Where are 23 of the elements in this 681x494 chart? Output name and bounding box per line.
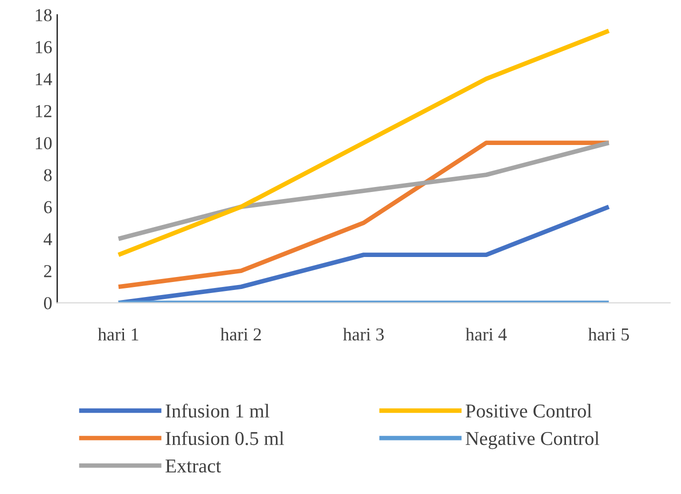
y-tick-label: 16 (36, 41, 52, 54)
y-tick-label: 12 (36, 105, 52, 118)
x-tick-label: hari 2 (220, 328, 261, 341)
line-series (116, 28, 612, 258)
y-tick-label: 14 (36, 73, 52, 86)
legend-label: Infusion 1 ml (166, 404, 270, 418)
legend-label: Extract (166, 460, 222, 473)
x-tick-label: hari 1 (98, 328, 138, 341)
y-tick-label: 0 (44, 297, 52, 310)
x-tick-label: hari 5 (588, 328, 629, 341)
y-tick-label: 2 (44, 265, 52, 278)
x-tick-label: hari 3 (343, 328, 384, 341)
legend-label: Infusion 0.5 ml (166, 431, 284, 446)
line-series (116, 140, 612, 242)
legend-label: Negative Control (466, 431, 600, 450)
y-tick-label: 8 (44, 169, 52, 182)
line-series (116, 204, 612, 303)
y-tick-label: 18 (36, 9, 52, 22)
x-tick-label: hari 4 (466, 328, 507, 341)
legend-label: Positive Control (466, 404, 592, 418)
y-tick-label: 6 (44, 201, 52, 214)
y-tick-label: 10 (36, 137, 52, 150)
y-tick-label: 4 (44, 233, 52, 246)
